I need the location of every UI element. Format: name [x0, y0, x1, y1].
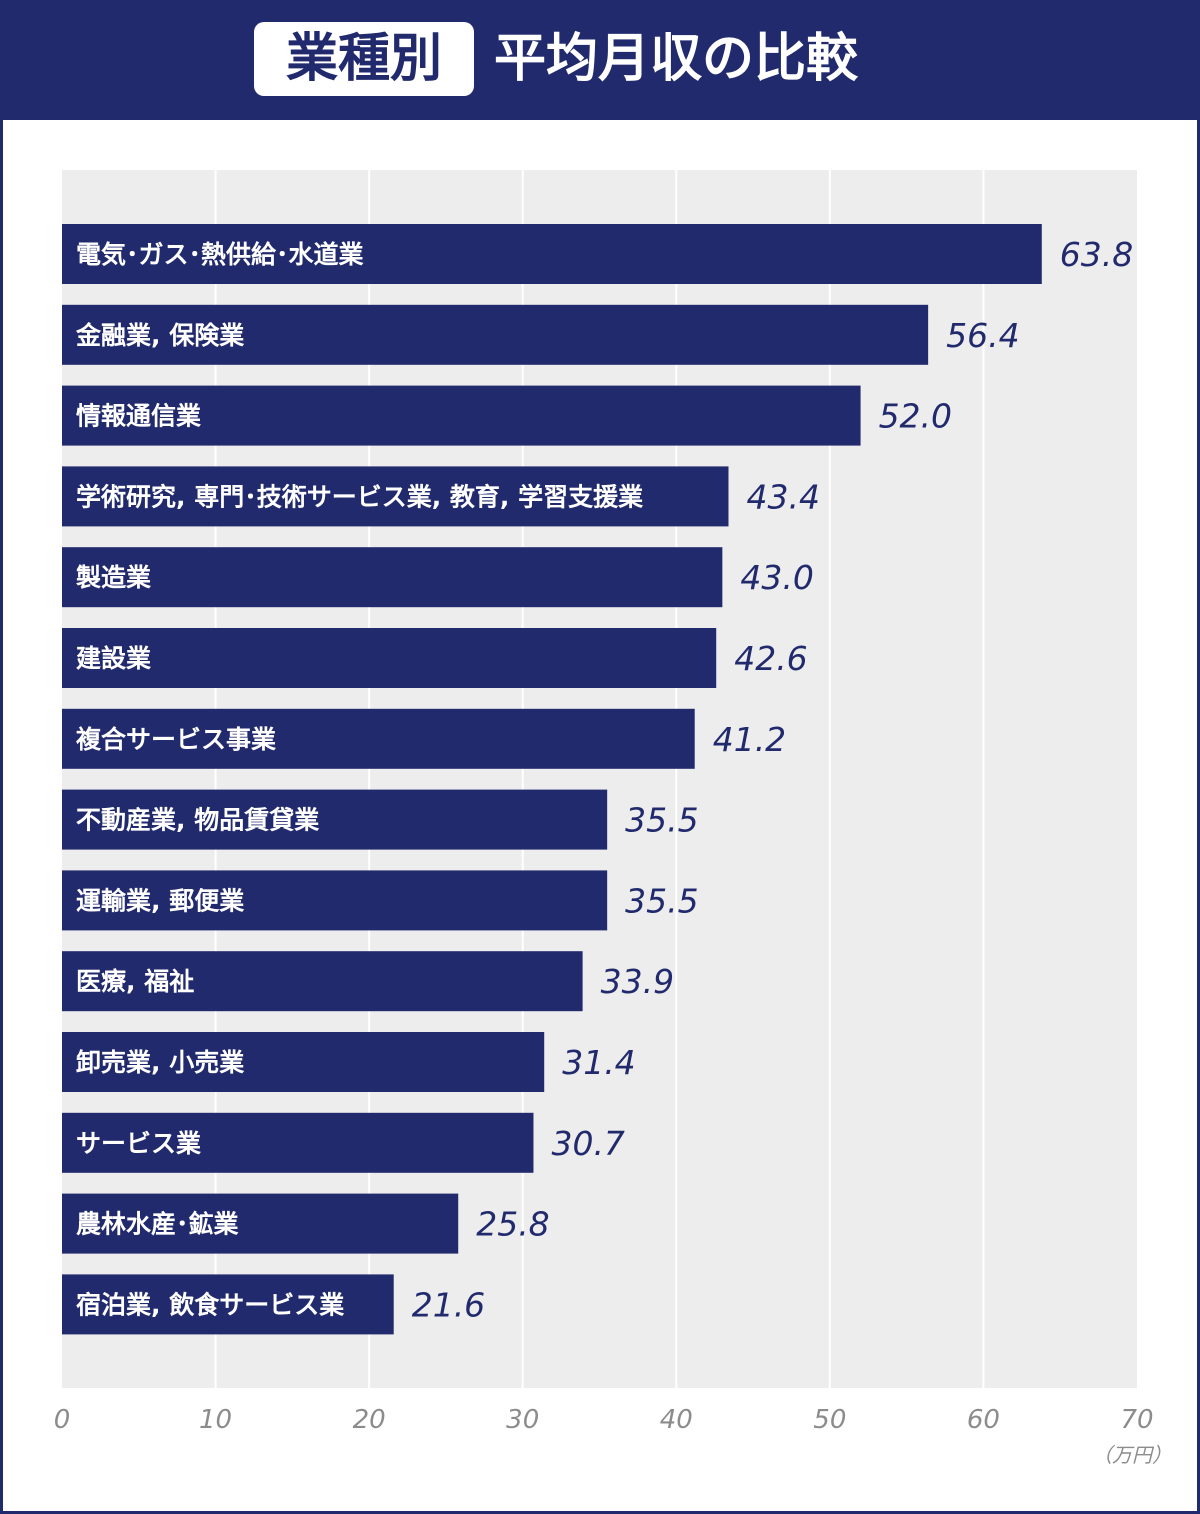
x-tick-label: 40 [660, 1405, 693, 1435]
category-label: 医療, 福祉 [76, 967, 194, 996]
bar [62, 1112, 534, 1173]
category-label: 運輸業, 郵便業 [76, 886, 244, 915]
data-label: 30.7 [551, 1124, 624, 1163]
bar [62, 547, 723, 608]
plot-area [62, 170, 1137, 1388]
x-tick-label: 0 [54, 1405, 71, 1435]
x-tick-label: 30 [506, 1405, 539, 1435]
bar [62, 951, 583, 1012]
category-label: 農林水産･鉱業 [76, 1210, 239, 1239]
data-label: 42.6 [734, 639, 807, 678]
bar [62, 466, 729, 527]
data-label: 35.5 [625, 801, 698, 840]
bar [62, 1274, 394, 1335]
category-label: 建設業 [76, 644, 151, 673]
bar [62, 708, 695, 769]
data-label: 25.8 [476, 1205, 549, 1244]
x-tick-label: 20 [353, 1405, 386, 1435]
data-label: 56.4 [946, 316, 1019, 355]
category-label: 学術研究, 専門･技術サービス業, 教育, 学習支援業 [76, 482, 643, 511]
x-tick-label: 60 [967, 1405, 1000, 1435]
data-label: 43.4 [747, 477, 820, 516]
category-label: 複合サービス事業 [76, 725, 276, 754]
bar [62, 304, 929, 365]
data-label: 43.0 [740, 558, 813, 597]
unit-label: （万円） [1092, 1443, 1172, 1467]
data-label: 21.6 [412, 1285, 485, 1324]
bar [62, 628, 717, 688]
header-bar: 業種別 平均月収の比較 [0, 0, 1200, 120]
category-label: 製造業 [75, 563, 151, 592]
category-label: 卸売業, 小売業 [76, 1048, 244, 1077]
data-label: 63.8 [1060, 235, 1133, 274]
x-tick-label: 10 [199, 1405, 232, 1435]
bar [62, 1032, 545, 1092]
bar [62, 385, 861, 446]
data-label: 35.5 [625, 881, 698, 920]
category-label: サービス業 [76, 1129, 201, 1158]
title-badge: 業種別 [254, 22, 474, 96]
data-label: 41.2 [713, 720, 786, 759]
x-tick-label: 50 [813, 1405, 846, 1435]
bar [62, 789, 608, 850]
data-label: 33.9 [601, 962, 674, 1001]
category-label: 宿泊業, 飲食サービス業 [76, 1290, 344, 1319]
bar [62, 1193, 459, 1254]
bar [62, 224, 1042, 284]
bar [62, 870, 608, 931]
category-label: 金融業, 保険業 [75, 321, 244, 350]
chart-title: 平均月収の比較 [494, 29, 859, 89]
category-label: 電気･ガス･熱供給･水道業 [76, 240, 364, 269]
data-label: 31.4 [562, 1043, 635, 1082]
x-tick-label: 70 [1120, 1405, 1153, 1435]
category-label: 情報通信業 [76, 402, 201, 431]
category-label: 不動産業, 物品賃貸業 [76, 806, 319, 835]
data-label: 52.0 [879, 397, 952, 436]
